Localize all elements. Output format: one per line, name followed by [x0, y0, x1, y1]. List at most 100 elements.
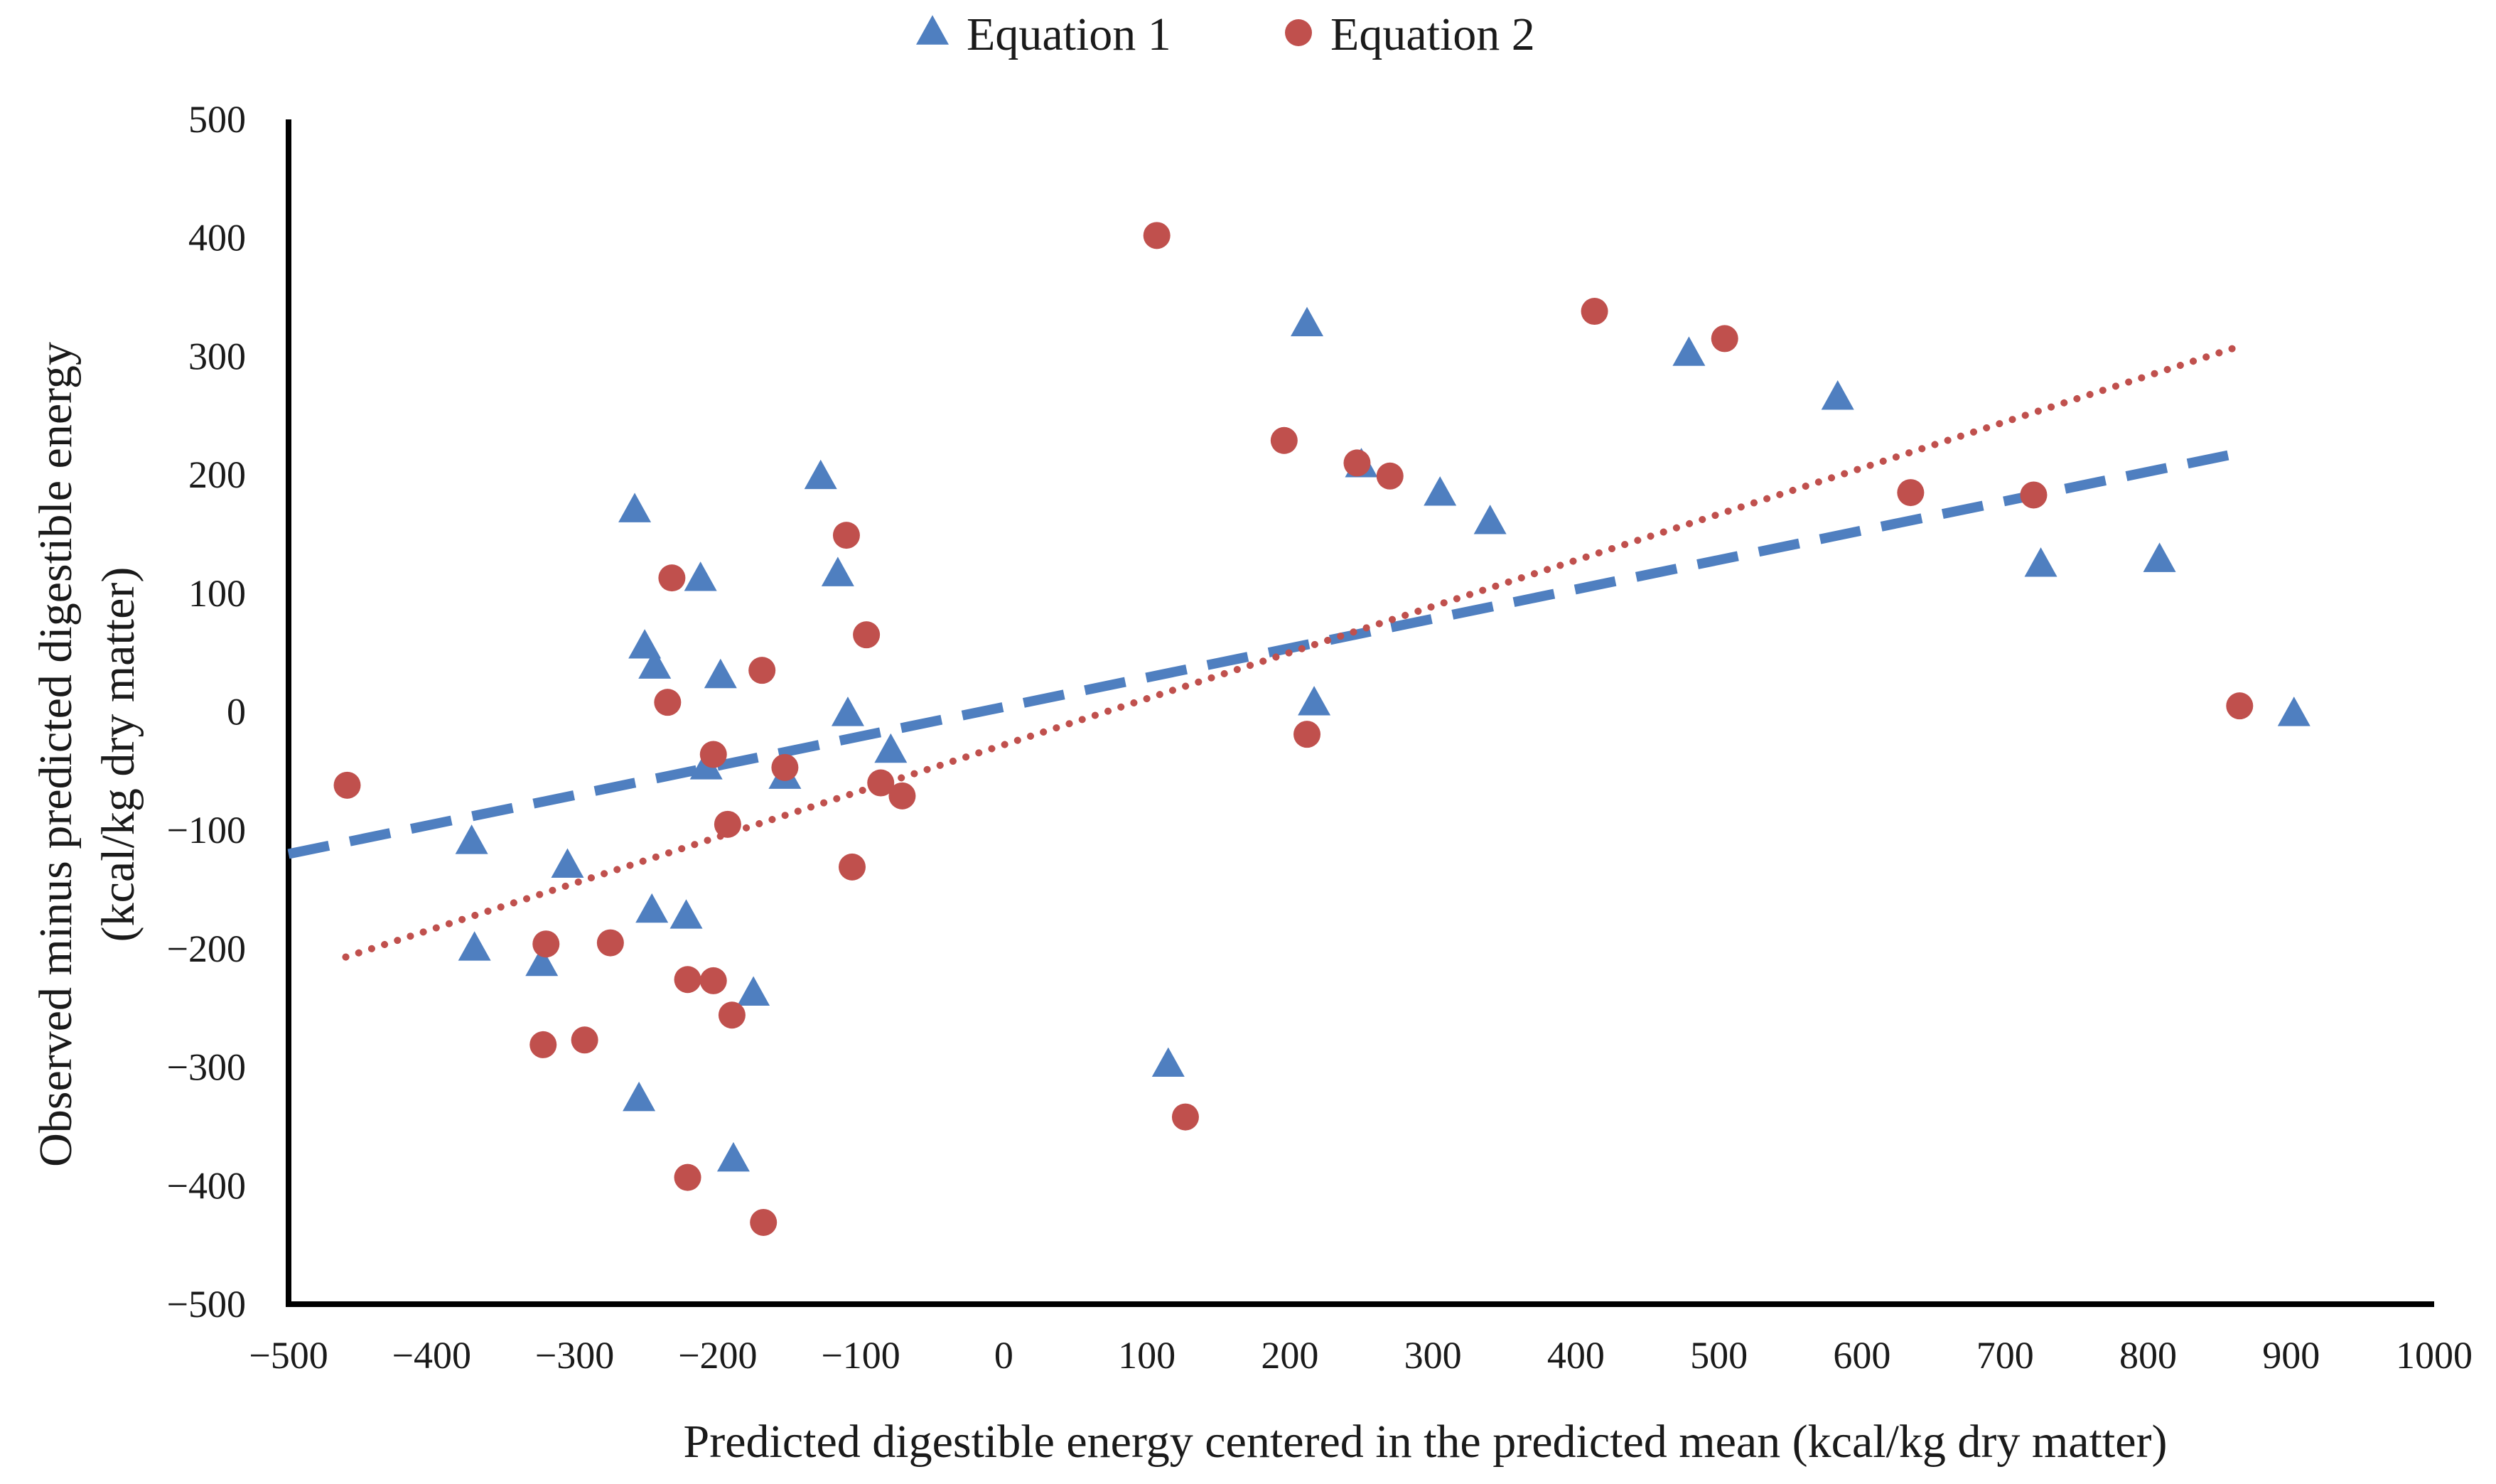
- x-tick-label: 1000: [2396, 1334, 2473, 1377]
- x-axis-title: Predicted digestible energy centered in …: [684, 1416, 2168, 1468]
- data-point-equation-2: [867, 769, 895, 797]
- data-point-equation-1: [874, 733, 908, 763]
- data-point-equation-2: [699, 741, 727, 768]
- legend-marker-equation-2: [1285, 19, 1312, 46]
- data-point-equation-1: [804, 459, 837, 490]
- data-point-equation-2: [1897, 479, 1925, 507]
- y-tick-label: 400: [188, 217, 246, 259]
- data-point-equation-1: [1424, 476, 1457, 506]
- data-point-equation-1: [458, 931, 491, 961]
- legend-label-equation-2: Equation 2: [1330, 9, 1535, 60]
- legend: Equation 1 Equation 2: [916, 9, 1535, 60]
- data-point-equation-1: [628, 629, 662, 659]
- trendline-equation-2: [342, 344, 2238, 961]
- data-point-equation-2: [888, 782, 916, 810]
- trendlines: [287, 344, 2249, 961]
- x-tick-label: −400: [392, 1334, 471, 1377]
- data-point-equation-1: [551, 848, 584, 878]
- x-tick-labels: −500 −400 −300 −200 −100 0 100 200 300 400 500 600 7…: [249, 1334, 2473, 1377]
- data-point-equation-1: [1473, 505, 1507, 534]
- legend-marker-equation-1: [916, 15, 949, 45]
- data-point-equation-2: [658, 564, 686, 592]
- data-point-equation-1: [623, 1081, 656, 1112]
- data-point-equation-2: [596, 929, 624, 957]
- x-tick-label: 900: [2262, 1334, 2320, 1377]
- data-point-equation-2: [1711, 325, 1738, 353]
- data-point-equation-2: [1581, 298, 1608, 326]
- y-axis-title: Observed minus predicted digestible ener…: [30, 342, 144, 1167]
- x-tick-label: 600: [1833, 1334, 1890, 1377]
- x-tick-label: 400: [1547, 1334, 1605, 1377]
- data-point-equation-1: [635, 893, 669, 923]
- data-point-equation-2: [1343, 449, 1371, 477]
- y-tick-label: 0: [227, 691, 246, 733]
- data-point-equation-2: [2020, 481, 2048, 509]
- data-point-equation-1: [525, 946, 559, 977]
- data-point-equation-2: [333, 771, 361, 799]
- data-point-equation-2: [838, 853, 866, 881]
- y-tick-label: 300: [188, 335, 246, 377]
- data-point-equation-2: [750, 1208, 778, 1236]
- data-point-equation-1: [821, 556, 854, 586]
- data-point-equation-1: [1298, 686, 1331, 716]
- data-point-equation-1: [1151, 1047, 1185, 1077]
- data-point-equation-1: [737, 976, 770, 1006]
- x-tick-label: 200: [1261, 1334, 1318, 1377]
- data-point-equation-1: [1821, 380, 1854, 410]
- y-tick-label: 200: [188, 453, 246, 496]
- x-tick-label: 700: [1976, 1334, 2034, 1377]
- data-point-equation-2: [2226, 692, 2254, 720]
- y-tick-label: −300: [167, 1046, 246, 1089]
- x-tick-label: 100: [1118, 1334, 1176, 1377]
- data-point-equation-2: [529, 1031, 557, 1058]
- y-tick-label: −200: [167, 928, 246, 970]
- data-point-equation-1: [638, 649, 672, 679]
- x-tick-label: 800: [2119, 1334, 2177, 1377]
- y-axis-title-line-2: (kcal/kg dry matter): [92, 567, 144, 942]
- y-tick-label: −500: [167, 1283, 246, 1326]
- data-point-equation-2: [714, 810, 741, 838]
- y-tick-label: −400: [167, 1164, 246, 1207]
- y-tick-labels: −500 −400 −300 −200 −100 0 100 200 300 400 500: [167, 98, 246, 1326]
- y-tick-label: −100: [167, 809, 246, 851]
- x-tick-label: −300: [535, 1334, 614, 1377]
- data-point-equation-1: [455, 824, 488, 854]
- data-point-equation-1: [1672, 336, 1706, 366]
- x-tick-label: 300: [1404, 1334, 1462, 1377]
- data-point-equation-2: [832, 522, 860, 549]
- data-point-equation-1: [716, 1141, 750, 1172]
- x-tick-label: 500: [1690, 1334, 1748, 1377]
- data-point-equation-1: [684, 561, 717, 591]
- data-point-equation-1: [2024, 547, 2057, 577]
- data-point-equation-2: [699, 967, 727, 994]
- data-point-equation-1: [2143, 542, 2176, 572]
- data-point-equation-1: [669, 899, 703, 929]
- data-point-equation-1: [618, 493, 652, 522]
- legend-label-equation-1: Equation 1: [967, 9, 1171, 60]
- x-tick-label: −500: [249, 1334, 328, 1377]
- trendline-equation-1: [287, 446, 2249, 859]
- data-point-equation-2: [1143, 222, 1171, 249]
- data-point-equation-2: [674, 966, 701, 994]
- data-point-equation-2: [1376, 462, 1404, 490]
- data-point-equation-2: [571, 1026, 598, 1054]
- y-tick-label: 100: [188, 572, 246, 615]
- data-point-equation-1: [1291, 306, 1324, 337]
- x-tick-label: 0: [994, 1334, 1013, 1377]
- x-tick-label: −100: [821, 1334, 900, 1377]
- data-point-equation-2: [748, 657, 776, 684]
- data-point-equation-2: [674, 1163, 701, 1191]
- data-point-equation-2: [771, 753, 799, 781]
- data-point-equation-2: [654, 689, 682, 716]
- data-point-equation-2: [532, 930, 560, 958]
- data-point-equation-2: [718, 1001, 746, 1029]
- data-point-equation-2: [853, 621, 881, 649]
- data-point-equation-2: [1270, 426, 1298, 454]
- y-axis-title-line-1: Observed minus predicted digestible ener…: [30, 342, 82, 1167]
- data-point-equation-2: [1293, 721, 1321, 748]
- x-tick-label: −200: [678, 1334, 757, 1377]
- data-point-equation-2: [1171, 1103, 1199, 1131]
- data-points: [333, 222, 2311, 1236]
- data-point-equation-1: [704, 658, 737, 689]
